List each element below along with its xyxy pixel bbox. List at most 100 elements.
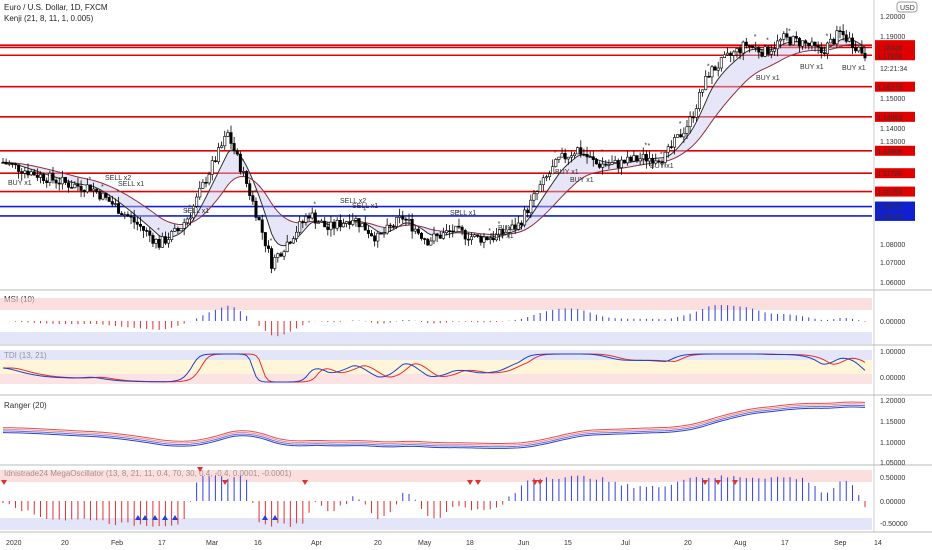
candle-body (182, 222, 186, 229)
candle-body (263, 232, 267, 247)
candle-body (713, 66, 717, 71)
candle-body (623, 159, 627, 164)
candle-body (4, 162, 8, 165)
candle-body (838, 30, 842, 33)
candle-body (29, 171, 33, 176)
candle-body (669, 146, 673, 148)
mega-tick: -0.50000 (880, 521, 908, 528)
candle-body (726, 52, 730, 56)
price-level-label: 1.09972 (877, 205, 902, 212)
time-axis-tick: Aug (734, 540, 747, 547)
candle-body (270, 248, 274, 269)
candle-body (438, 234, 442, 239)
candle-body (494, 234, 498, 241)
candle-body (854, 47, 858, 52)
signal-label: BUY x1 (842, 65, 866, 72)
candle-body (479, 236, 483, 243)
signal-star: * (185, 209, 188, 216)
mega-lower-band (0, 518, 872, 530)
msi-lower-band (0, 332, 872, 344)
candle-body (385, 224, 389, 234)
signal-star: * (270, 238, 273, 245)
candle-body (357, 218, 361, 228)
candle-body (844, 34, 848, 42)
candle-body (404, 218, 408, 221)
price-axis-tick: 1.08000 (880, 242, 905, 249)
candle-body (510, 224, 514, 231)
candle-body (710, 66, 714, 78)
price-level-label: 1.18346 (877, 45, 902, 52)
signal-label: BUY x1 (8, 180, 32, 187)
candle-body (429, 240, 433, 246)
msi-tick: 0.00000 (880, 319, 905, 326)
candle-body (588, 156, 592, 159)
signal-star: * (88, 177, 91, 184)
candle-body (847, 37, 851, 42)
price-level-label: 1.10759 (877, 190, 902, 197)
candle-body (388, 224, 392, 227)
candle-body (398, 215, 402, 218)
candle-body (863, 52, 867, 59)
signal-label: SELL x2 (105, 175, 131, 182)
currency-badge-label: USD (900, 5, 915, 12)
candle-body (291, 238, 295, 244)
buy-triangle (162, 515, 168, 520)
signal-label: SELL x1 (118, 181, 144, 188)
candle-body (257, 217, 261, 221)
candle-body (779, 39, 783, 42)
candle-body (195, 196, 199, 207)
candle-body (454, 225, 458, 233)
symbol-title: Euro / U.S. Dollar, 1D, FXCM (4, 3, 108, 12)
time-axis-tick: 17 (158, 540, 166, 547)
candle-body (176, 228, 180, 232)
indicator-legend[interactable]: Kenji (21, 8, 11, 1, 0.005) (4, 14, 94, 23)
candle-body (26, 170, 30, 176)
candle-body (1, 162, 5, 164)
candle-body (282, 251, 286, 257)
candle-body (188, 217, 192, 220)
price-level-label: 1.09478 (877, 214, 902, 221)
candle-body (354, 218, 358, 221)
candle-body (810, 41, 814, 47)
candle-body (273, 257, 277, 269)
candle-body (457, 225, 461, 228)
signal-label: SELL x2 (340, 198, 366, 205)
candle-body (70, 187, 74, 189)
ranger-line (2, 401, 866, 444)
candle-body (716, 67, 720, 71)
candle-body (857, 46, 861, 52)
candle-body (223, 136, 227, 147)
candle-body (751, 45, 755, 48)
ranger-line (2, 403, 866, 446)
candle-body (629, 156, 633, 162)
candle-body (238, 153, 242, 173)
candle-body (192, 205, 196, 219)
candle-body (619, 159, 623, 168)
time-axis-tick: 15 (564, 540, 572, 547)
candle-body (210, 160, 214, 175)
buy-triangle (135, 515, 141, 520)
time-axis-tick: Jun (518, 540, 529, 547)
candle-body (601, 163, 605, 168)
candle-body (51, 172, 55, 181)
candle-body (676, 134, 680, 138)
candle-body (251, 195, 255, 202)
candle-body (157, 239, 161, 248)
signal-star: * (157, 227, 160, 234)
time-axis-tick: May (418, 540, 432, 547)
candle-body (117, 203, 121, 214)
sell-triangle (222, 480, 228, 485)
candle-body (395, 217, 399, 227)
candle-body (441, 232, 445, 239)
candle-body (504, 232, 508, 235)
candle-body (332, 221, 336, 229)
candle-body (707, 75, 711, 78)
signal-star: * (766, 37, 769, 44)
candle-body (591, 156, 595, 160)
candle-body (551, 166, 555, 175)
tdi-tick: 0.00000 (880, 375, 905, 382)
candle-body (35, 174, 39, 178)
candle-body (732, 51, 736, 56)
candle-body (7, 163, 11, 165)
